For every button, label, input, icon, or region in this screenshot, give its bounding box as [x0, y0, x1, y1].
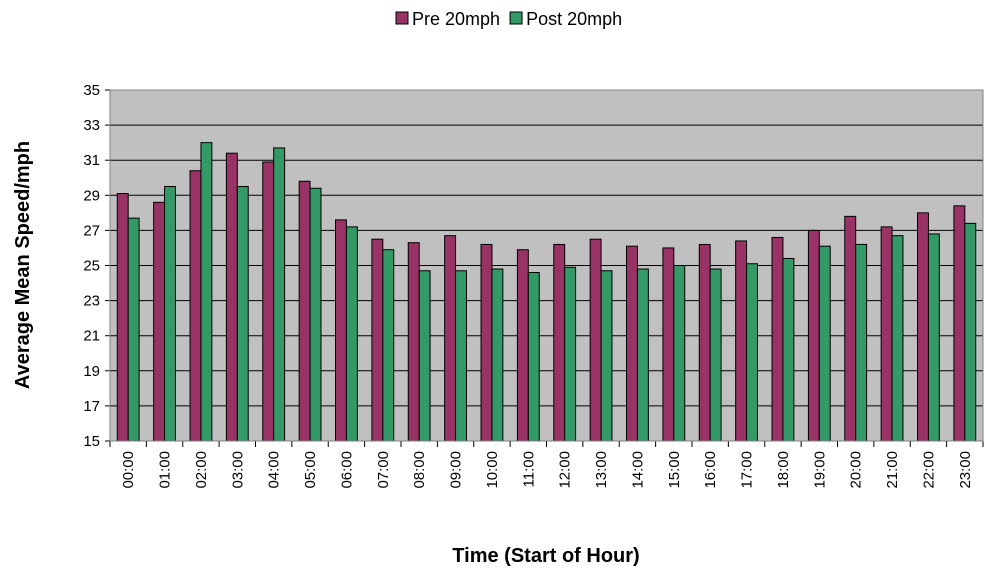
x-tick-label: 13:00 — [593, 451, 610, 489]
y-tick-label: 35 — [83, 82, 100, 99]
bar — [444, 235, 457, 442]
y-tick-label: 19 — [83, 363, 100, 380]
bar — [480, 243, 493, 442]
bar — [236, 186, 249, 442]
x-tick-label: 23:00 — [957, 451, 974, 489]
x-tick-label: 00:00 — [120, 451, 137, 489]
x-tick-label: 01:00 — [157, 451, 174, 489]
x-tick-label: 09:00 — [448, 451, 465, 489]
bar — [771, 236, 784, 442]
bar — [200, 142, 213, 442]
bar — [491, 268, 504, 442]
y-tick-label: 31 — [83, 152, 100, 169]
x-tick-label: 08:00 — [411, 451, 428, 489]
x-tick-label: 07:00 — [375, 451, 392, 489]
bar — [709, 268, 722, 442]
bar — [335, 219, 347, 442]
bar — [844, 215, 857, 442]
y-tick-label: 15 — [83, 433, 100, 450]
bar — [818, 245, 831, 442]
bar — [735, 240, 748, 442]
bar — [553, 243, 566, 442]
bar — [345, 226, 358, 442]
legend-swatch — [395, 11, 409, 25]
bar — [673, 265, 686, 442]
x-axis-title: Time (Start of Hour) — [452, 545, 639, 567]
bar — [116, 193, 129, 442]
bar — [164, 186, 176, 442]
bar — [698, 243, 711, 442]
y-tick-label: 25 — [83, 258, 100, 275]
bar — [455, 270, 467, 442]
y-tick-label: 21 — [83, 328, 100, 345]
x-tick-label: 11:00 — [520, 451, 537, 487]
x-tick-label: 17:00 — [739, 451, 756, 489]
bar — [636, 268, 649, 442]
bar — [516, 249, 529, 442]
bar — [153, 201, 166, 442]
bar — [273, 147, 286, 442]
bar — [746, 263, 758, 442]
bar — [127, 217, 140, 442]
bar — [407, 242, 420, 442]
bar — [880, 226, 893, 442]
x-tick-label: 21:00 — [884, 451, 901, 489]
bar — [418, 270, 431, 442]
y-tick-label: 27 — [83, 222, 100, 239]
y-tick-label: 33 — [83, 117, 100, 134]
bar — [589, 238, 602, 442]
bar — [298, 180, 311, 442]
x-tick-label: 15:00 — [666, 451, 683, 489]
x-tick-label: 04:00 — [266, 451, 283, 489]
bar — [527, 272, 540, 442]
y-axis-title: Average Mean Speed/mph — [12, 141, 34, 389]
bar — [917, 212, 929, 442]
plot-border — [109, 89, 984, 442]
bar — [662, 247, 675, 442]
bar — [891, 235, 904, 442]
x-tick-label: 16:00 — [702, 451, 719, 489]
bar — [309, 187, 322, 442]
x-tick-label: 19:00 — [811, 451, 828, 489]
bar — [807, 229, 820, 442]
bar — [382, 249, 395, 442]
bar — [225, 152, 238, 442]
x-tick-label: 03:00 — [229, 451, 246, 489]
x-tick-label: 18:00 — [775, 451, 792, 489]
bar — [626, 245, 638, 442]
x-tick-label: 14:00 — [629, 451, 646, 489]
bar — [855, 243, 868, 442]
x-tick-label: 20:00 — [848, 451, 865, 489]
bar — [927, 233, 940, 442]
bar — [953, 205, 966, 442]
x-tick-label: 05:00 — [302, 451, 319, 489]
legend-label: Pre 20mph — [412, 9, 500, 29]
bar — [600, 270, 613, 442]
bar — [564, 266, 577, 442]
x-tick-label: 02:00 — [193, 451, 210, 489]
x-tick-label: 06:00 — [338, 451, 355, 489]
bar — [371, 238, 384, 442]
y-tick-label: 29 — [83, 187, 100, 204]
bar — [262, 161, 275, 442]
x-tick-label: 12:00 — [557, 451, 574, 489]
legend-swatch — [509, 11, 523, 25]
x-tick-label: 22:00 — [920, 451, 937, 489]
y-tick-label: 23 — [83, 293, 100, 310]
bar — [964, 222, 977, 442]
x-tick-label: 10:00 — [484, 451, 501, 489]
bar — [189, 170, 202, 442]
bar — [782, 257, 795, 442]
y-tick-label: 17 — [83, 398, 100, 415]
legend-label: Post 20mph — [526, 9, 622, 29]
